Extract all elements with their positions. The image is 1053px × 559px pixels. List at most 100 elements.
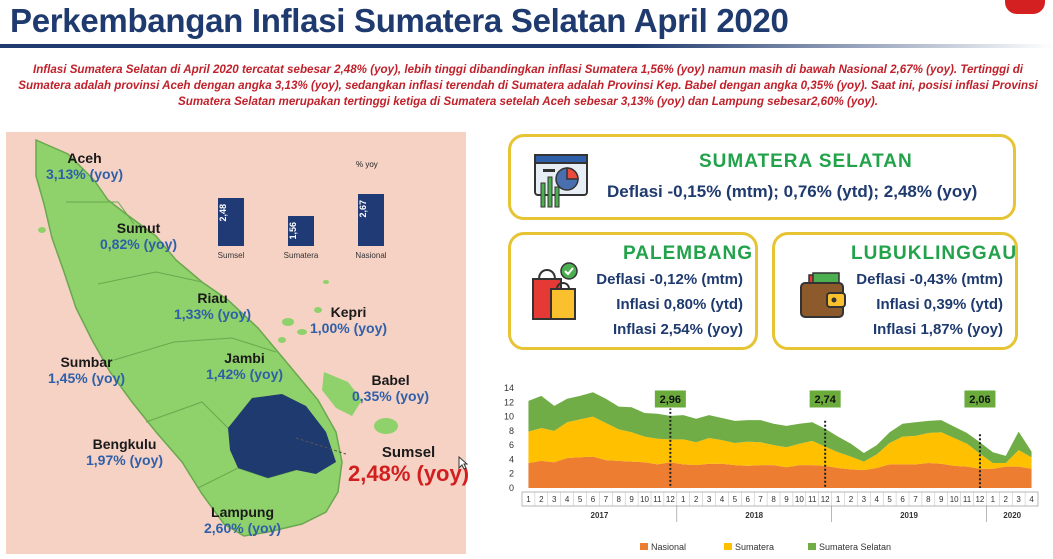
x-tick-label: 7 xyxy=(758,495,763,504)
series-area-sumatera-selatan xyxy=(528,392,1032,463)
corner-badge xyxy=(1005,0,1045,14)
x-tick-label: 10 xyxy=(640,495,649,504)
province-name: Bengkulu xyxy=(92,436,157,452)
title-underline xyxy=(0,44,1053,48)
province-riau: Riau 1,33% (yoy) xyxy=(174,290,251,322)
card-line: Inflasi 2,54% (yoy) xyxy=(612,321,743,338)
x-tick-label: 11 xyxy=(963,495,972,504)
province-value: 1,45% (yoy) xyxy=(48,370,126,386)
card-line: Deflasi -0,43% (mtm) xyxy=(856,271,1003,288)
series-area-sumatera xyxy=(528,416,1032,471)
series-area-nasional xyxy=(528,456,1032,488)
mini-bar-value: 1,56 xyxy=(288,221,298,240)
x-tick-label: 6 xyxy=(746,495,751,504)
x-tick-label: 12 xyxy=(975,495,984,504)
x-tick-label: 9 xyxy=(629,495,634,504)
card-heading: LUBUKLINGGAU xyxy=(851,243,1018,264)
mini-bar-chart: % yoy 2,48 1,56 2,67 Sumsel Sumatera Nas… xyxy=(206,160,396,260)
province-name: Lampung xyxy=(211,504,275,520)
y-tick-label: 10 xyxy=(504,412,514,422)
wallet-icon xyxy=(800,272,846,318)
mini-cat-label: Nasional xyxy=(355,251,387,260)
x-tick-label: 8 xyxy=(617,495,622,504)
legend-swatch xyxy=(640,543,648,550)
card-lubuklinggau: LUBUKLINGGAU Deflasi -0,43% (mtm) Inflas… xyxy=(772,232,1018,350)
legend-swatch xyxy=(808,543,816,550)
y-tick-label: 4 xyxy=(509,454,514,464)
x-tick-label: 7 xyxy=(604,495,609,504)
x-tick-label: 6 xyxy=(591,495,596,504)
mini-bar-value: 2,67 xyxy=(358,200,368,218)
sumatra-map xyxy=(35,138,398,537)
y-tick-label: 8 xyxy=(509,426,514,436)
mini-bar-value: 2,48 xyxy=(218,203,228,222)
annotation-label: 2,74 xyxy=(814,394,836,406)
province-value: 1,97% (yoy) xyxy=(86,452,164,468)
card-line: Deflasi -0,15% (mtm); 0,76% (ytd); 2,48%… xyxy=(607,182,978,201)
card-line: Inflasi 0,39% (ytd) xyxy=(876,296,1003,313)
y-tick-label: 12 xyxy=(504,397,514,407)
x-tick-label: 10 xyxy=(795,495,804,504)
x-tick-label: 9 xyxy=(939,495,944,504)
mini-bar-nasional: 2,67 xyxy=(358,194,384,246)
x-tick-label: 5 xyxy=(578,495,583,504)
x-tick-label: 4 xyxy=(565,495,570,504)
province-value: 0,35% (yoy) xyxy=(352,388,430,404)
legend-label: Sumatera Selatan xyxy=(819,542,891,552)
province-aceh: Aceh 3,13% (yoy) xyxy=(46,150,123,182)
province-name: Kepri xyxy=(330,304,367,320)
province-value: 3,13% (yoy) xyxy=(46,166,124,182)
x-tick-label: 3 xyxy=(862,495,867,504)
x-tick-label: 12 xyxy=(821,495,830,504)
mini-unit-label: % yoy xyxy=(356,160,378,169)
sumatra-map-panel: Aceh 3,13% (yoy) Sumut 0,82% (yoy) Riau … xyxy=(6,132,469,554)
year-label: 2017 xyxy=(591,511,609,520)
x-tick-label: 5 xyxy=(887,495,892,504)
x-tick-label: 10 xyxy=(950,495,959,504)
x-tick-label: 2 xyxy=(694,495,699,504)
x-tick-label: 2 xyxy=(849,495,854,504)
x-tick-label: 2 xyxy=(1004,495,1009,504)
province-name: Sumsel xyxy=(381,444,436,461)
x-tick-label: 8 xyxy=(771,495,776,504)
intro-paragraph: Inflasi Sumatera Selatan di April 2020 t… xyxy=(18,63,1038,108)
x-tick-label: 4 xyxy=(875,495,880,504)
province-kepri: Kepri 1,00% (yoy) xyxy=(310,304,387,336)
province-name: Babel xyxy=(371,372,410,388)
province-babel: Babel 0,35% (yoy) xyxy=(352,372,429,404)
y-tick-label: 14 xyxy=(504,383,514,393)
province-name: Jambi xyxy=(224,350,265,366)
card-heading: SUMATERA SELATAN xyxy=(699,151,913,172)
y-tick-label: 2 xyxy=(509,469,514,479)
legend-swatch xyxy=(724,543,732,550)
province-value: 1,42% (yoy) xyxy=(206,366,284,382)
x-tick-label: 5 xyxy=(733,495,738,504)
province-name: Aceh xyxy=(67,150,102,166)
province-sumbar: Sumbar 1,45% (yoy) xyxy=(48,354,125,386)
card-line: Deflasi -0,12% (mtm) xyxy=(596,271,743,288)
annotation-label: 2,96 xyxy=(660,394,681,406)
y-tick-label: 6 xyxy=(509,440,514,450)
province-jambi: Jambi 1,42% (yoy) xyxy=(206,350,283,382)
x-tick-label: 8 xyxy=(926,495,931,504)
chart-report-icon xyxy=(534,154,588,208)
x-tick-label: 2 xyxy=(539,495,544,504)
mouse-cursor-icon xyxy=(458,456,468,470)
legend-label: Sumatera xyxy=(735,542,774,552)
x-tick-label: 6 xyxy=(900,495,905,504)
sumsel-highlight xyxy=(228,394,336,478)
province-lampung: Lampung 2,60% (yoy) xyxy=(204,504,281,536)
x-tick-label: 11 xyxy=(653,495,662,504)
x-tick-label: 4 xyxy=(1029,495,1034,504)
card-line: Inflasi 1,87% (yoy) xyxy=(872,321,1003,338)
x-tick-label: 1 xyxy=(836,495,841,504)
card-sumatera-selatan: SUMATERA SELATAN Deflasi -0,15% (mtm); 0… xyxy=(508,134,1016,220)
mini-cat-label: Sumatera xyxy=(283,251,319,260)
annotation-box xyxy=(808,389,842,409)
province-name: Sumut xyxy=(116,220,161,236)
x-tick-label: 1 xyxy=(526,495,531,504)
x-tick-label: 9 xyxy=(784,495,789,504)
card-heading: PALEMBANG xyxy=(623,243,754,264)
province-name: Sumbar xyxy=(60,354,113,370)
